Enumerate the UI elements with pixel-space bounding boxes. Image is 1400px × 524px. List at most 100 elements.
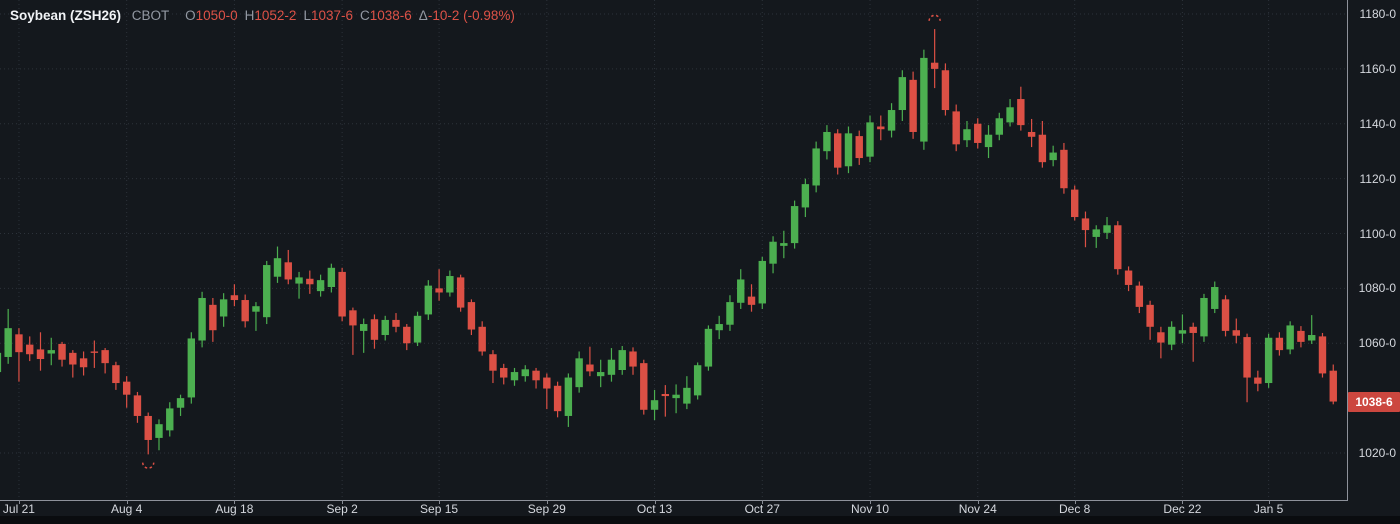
- candle-body: [155, 424, 163, 438]
- candle: [90, 340, 99, 368]
- candle-body: [1264, 337, 1273, 384]
- candle: [930, 29, 939, 89]
- candle-body: [704, 328, 713, 367]
- candle: [0, 352, 2, 373]
- candle: [252, 302, 260, 331]
- candle: [122, 376, 131, 408]
- candle: [467, 299, 476, 336]
- exchange-label: CBOT: [131, 8, 170, 23]
- ohlc-value: -10-2 (-0.98%): [427, 8, 515, 23]
- time-axis[interactable]: Jul 21 Aug 4 Aug 18 Sep 2 Sep 15 Sep 29 Oct 13…: [0, 500, 1348, 516]
- time-axis-tick: [546, 500, 548, 504]
- candle: [1017, 86, 1025, 131]
- candle: [596, 359, 605, 388]
- candle: [1264, 333, 1273, 388]
- candle: [4, 308, 12, 364]
- candle: [758, 256, 766, 309]
- candle-body: [521, 369, 529, 377]
- candle-body: [855, 136, 863, 159]
- price-axis-label: 1100-0: [1359, 226, 1396, 241]
- candle: [898, 70, 907, 122]
- candle-body: [198, 297, 206, 341]
- candle-body: [801, 184, 810, 208]
- candlestick-chart[interactable]: [0, 0, 1347, 500]
- candle-body: [1232, 330, 1240, 336]
- candle: [952, 104, 960, 152]
- candle-body: [381, 319, 389, 336]
- time-axis-label: Aug 4: [110, 502, 143, 516]
- candle: [338, 267, 346, 322]
- candle-body: [1297, 330, 1305, 342]
- candle: [629, 347, 637, 375]
- candle: [403, 324, 411, 351]
- candle: [995, 112, 1003, 141]
- price-axis-label: 1180-0: [1359, 7, 1396, 21]
- candle-body: [15, 334, 23, 353]
- candle-body: [1189, 326, 1197, 333]
- candle: [1178, 314, 1187, 344]
- candle: [833, 129, 842, 175]
- time-axis-tick: [1182, 500, 1184, 504]
- time-axis-tick: [977, 500, 979, 504]
- candle: [370, 314, 379, 349]
- candle-body: [1146, 304, 1154, 327]
- candle-body: [1135, 285, 1144, 307]
- candle: [607, 348, 616, 382]
- candle-body: [823, 131, 831, 152]
- price-axis[interactable]: 1180-0 1160-0 1140-0 1120-0 1100-0 1080-0 1060…: [1348, 0, 1400, 500]
- candle-body: [122, 381, 131, 395]
- candle: [316, 274, 325, 297]
- candle-body: [1103, 225, 1111, 233]
- candle: [1071, 185, 1079, 221]
- candle-body: [941, 70, 950, 111]
- candle-body: [715, 324, 723, 331]
- candle-body: [252, 306, 260, 312]
- candle-body: [1060, 149, 1068, 189]
- candle-body: [306, 278, 314, 285]
- candle: [1060, 142, 1068, 194]
- candle-body: [844, 133, 853, 167]
- price-axis-label: 1140-0: [1359, 116, 1396, 131]
- candle-body: [370, 319, 379, 340]
- candle: [726, 295, 734, 331]
- candle: [58, 341, 66, 367]
- candle-body: [596, 372, 605, 377]
- candle-body: [36, 349, 45, 360]
- chart-header: Soybean (ZSH26) CBOT O1050-0 H1052-2 L1037…: [10, 7, 522, 25]
- candle: [1254, 370, 1262, 392]
- ohlc-item: H1052-2: [245, 8, 297, 23]
- price-axis-label: 1120-0: [1359, 171, 1396, 186]
- candle: [133, 391, 142, 423]
- candle: [446, 270, 454, 297]
- candle: [909, 71, 917, 139]
- candle-body: [403, 326, 411, 344]
- candle: [564, 373, 573, 427]
- ohlc-letter: H: [244, 8, 255, 23]
- candle-body: [1071, 189, 1079, 218]
- candle: [618, 345, 626, 375]
- candle: [984, 125, 993, 159]
- candle-body: [747, 296, 756, 305]
- ohlc-item: Δ-10-2 (-0.98%): [419, 8, 515, 23]
- candle-body: [672, 394, 680, 399]
- candle: [1308, 315, 1316, 344]
- candle-body: [1092, 229, 1100, 237]
- ohlc-value: 1052-2: [254, 8, 297, 23]
- candle: [15, 328, 23, 382]
- candle-body: [273, 258, 282, 277]
- candle: [1286, 321, 1294, 355]
- candle: [963, 121, 971, 148]
- candle-body: [984, 134, 993, 148]
- candle: [144, 412, 152, 455]
- candle-body: [963, 129, 971, 141]
- ohlc-letter: Δ: [418, 8, 428, 23]
- candle-body: [1124, 270, 1133, 285]
- candle: [715, 315, 723, 340]
- candle-body: [435, 288, 443, 293]
- candle-body: [241, 300, 249, 322]
- candle-body: [478, 326, 486, 352]
- candle-body: [769, 241, 777, 264]
- candle-body: [1167, 326, 1176, 345]
- candle-body: [69, 352, 77, 365]
- candle-body: [1243, 337, 1251, 378]
